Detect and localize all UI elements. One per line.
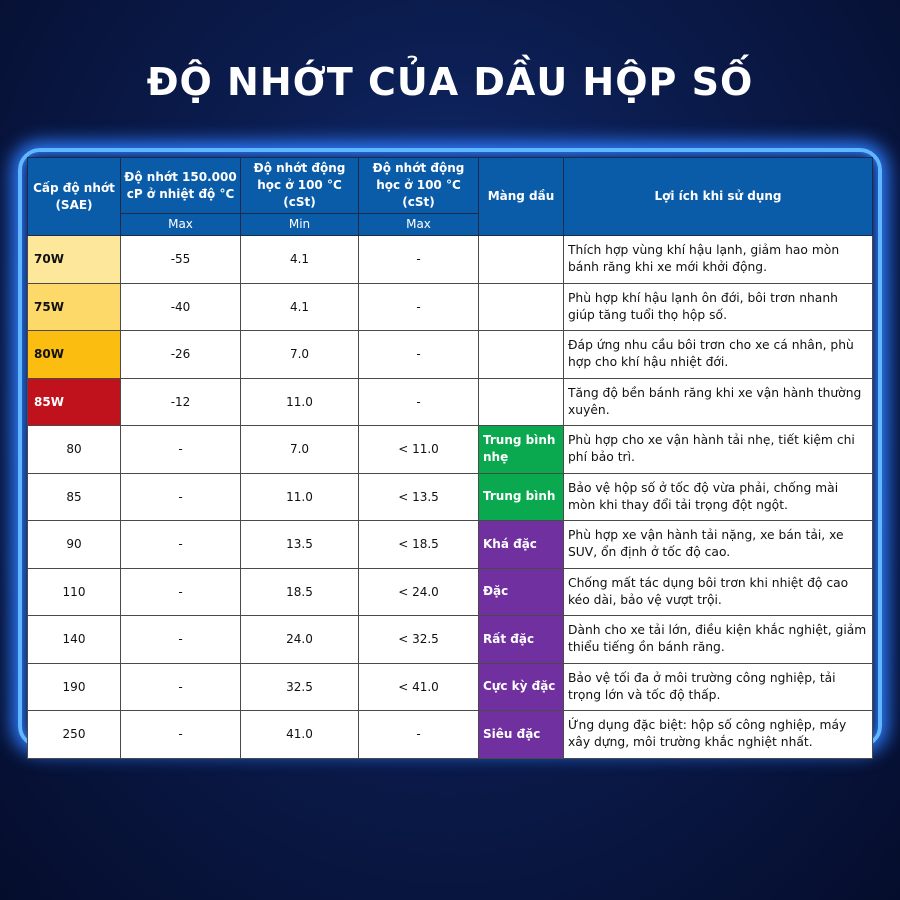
max-cell: < 13.5 <box>358 472 479 521</box>
benefit-cell: Chống mất tác dụng bôi trơn khi nhiệt độ… <box>563 567 873 616</box>
cp-cell: -55 <box>120 235 241 284</box>
max-cell: - <box>358 282 479 331</box>
table-row: 80W -26 7.0- Đáp ứng nhu cầu bôi trơn cho x… <box>27 330 873 379</box>
sae-cell: 80 <box>27 425 121 474</box>
film-cell <box>478 377 564 426</box>
cp-cell: - <box>120 567 241 616</box>
sae-cell: 80W <box>27 330 121 379</box>
table-row: 250-41.0- Siêu đặc Ứng dụng đặc biệt: hộp … <box>27 710 873 759</box>
header-kin-max: Độ nhớt động học ở 100 °C (cSt) <box>358 157 479 214</box>
sae-cell: 85W <box>27 377 121 426</box>
max-cell: < 32.5 <box>358 615 479 664</box>
min-cell: 11.0 <box>240 472 359 521</box>
header-kin-min: Độ nhớt động học ở 100 °C (cSt) <box>240 157 359 214</box>
film-cell: Rất đặc <box>478 615 564 664</box>
header-cp: Độ nhớt 150.000 cP ở nhiệt độ °C <box>120 157 241 214</box>
sae-cell: 140 <box>27 615 121 664</box>
film-cell <box>478 282 564 331</box>
cp-cell: - <box>120 425 241 474</box>
max-cell: - <box>358 377 479 426</box>
film-cell: Siêu đặc <box>478 710 564 759</box>
cp-cell: -40 <box>120 282 241 331</box>
film-cell: Khá đặc <box>478 520 564 569</box>
benefit-cell: Phù hợp khí hậu lạnh ôn đới, bôi trơn nh… <box>563 282 873 331</box>
film-cell: Cực kỳ đặc <box>478 662 564 711</box>
cp-cell: -12 <box>120 377 241 426</box>
benefit-cell: Dành cho xe tải lớn, điều kiện khắc nghi… <box>563 615 873 664</box>
table-row: 140-24.0 < 32.5 Rất đặc Dành cho xe tải lớn… <box>27 615 873 664</box>
max-cell: - <box>358 235 479 284</box>
max-cell: < 24.0 <box>358 567 479 616</box>
table-row: 90-13.5 < 18.5 Khá đặc Phù hợp xe vận hành … <box>27 520 873 569</box>
sae-cell: 110 <box>27 567 121 616</box>
benefit-cell: Phù hợp xe vận hành tải nặng, xe bán tải… <box>563 520 873 569</box>
subheader-max: Max <box>358 213 479 236</box>
min-cell: 7.0 <box>240 330 359 379</box>
film-cell: Đặc <box>478 567 564 616</box>
max-cell: < 41.0 <box>358 662 479 711</box>
max-cell: < 18.5 <box>358 520 479 569</box>
film-cell <box>478 330 564 379</box>
film-cell: Trung bình nhẹ <box>478 425 564 474</box>
viscosity-table: Cấp độ nhớt (SAE) Độ nhớt 150.000 cP ở n… <box>27 157 873 759</box>
table-row: 80-7.0 < 11.0 Trung bình nhẹ Phù hợp cho xe… <box>27 425 873 474</box>
min-cell: 7.0 <box>240 425 359 474</box>
benefit-cell: Ứng dụng đặc biệt: hộp số công nghiệp, m… <box>563 710 873 759</box>
min-cell: 11.0 <box>240 377 359 426</box>
header-film: Màng dầu <box>478 157 564 236</box>
min-cell: 4.1 <box>240 235 359 284</box>
min-cell: 18.5 <box>240 567 359 616</box>
min-cell: 13.5 <box>240 520 359 569</box>
cp-cell: - <box>120 520 241 569</box>
min-cell: 24.0 <box>240 615 359 664</box>
benefit-cell: Bảo vệ tối đa ở môi trường công nghiệp, … <box>563 662 873 711</box>
cp-cell: - <box>120 662 241 711</box>
sae-cell: 90 <box>27 520 121 569</box>
cp-cell: - <box>120 615 241 664</box>
min-cell: 41.0 <box>240 710 359 759</box>
sae-cell: 85 <box>27 472 121 521</box>
cp-cell: -26 <box>120 330 241 379</box>
page-title: ĐỘ NHỚT CỦA DẦU HỘP SỐ <box>146 60 754 104</box>
table-row: 85-11.0 < 13.5 Trung bình Bảo vệ hộp số ở t… <box>27 472 873 521</box>
cp-cell: - <box>120 710 241 759</box>
film-cell: Trung bình <box>478 472 564 521</box>
sae-cell: 75W <box>27 282 121 331</box>
table-row: 85W -12 11.0- Tăng độ bền bánh răng khi xe … <box>27 377 873 426</box>
table-row: 190-32.5 < 41.0 Cực kỳ đặc Bảo vệ tối đa ở … <box>27 662 873 711</box>
benefit-cell: Phù hợp cho xe vận hành tải nhẹ, tiết ki… <box>563 425 873 474</box>
min-cell: 32.5 <box>240 662 359 711</box>
sae-cell: 190 <box>27 662 121 711</box>
sae-cell: 70W <box>27 235 121 284</box>
header-benefit: Lợi ích khi sử dụng <box>563 157 873 236</box>
film-cell <box>478 235 564 284</box>
min-cell: 4.1 <box>240 282 359 331</box>
table-row: 75W -40 4.1- Phù hợp khí hậu lạnh ôn đới, b… <box>27 282 873 331</box>
subheader-cp-max: Max <box>120 213 241 236</box>
benefit-cell: Đáp ứng nhu cầu bôi trơn cho xe cá nhân,… <box>563 330 873 379</box>
benefit-cell: Tăng độ bền bánh răng khi xe vận hành th… <box>563 377 873 426</box>
cp-cell: - <box>120 472 241 521</box>
sae-cell: 250 <box>27 710 121 759</box>
benefit-cell: Bảo vệ hộp số ở tốc độ vừa phải, chống m… <box>563 472 873 521</box>
table-row: 110-18.5 < 24.0 Đặc Chống mất tác dụng bôi … <box>27 567 873 616</box>
max-cell: < 11.0 <box>358 425 479 474</box>
benefit-cell: Thích hợp vùng khí hậu lạnh, giảm hao mò… <box>563 235 873 284</box>
header-sae: Cấp độ nhớt (SAE) <box>27 157 121 236</box>
subheader-min: Min <box>240 213 359 236</box>
max-cell: - <box>358 710 479 759</box>
max-cell: - <box>358 330 479 379</box>
table-row: 70W -55 4.1- Thích hợp vùng khí hậu lạnh, g… <box>27 235 873 284</box>
